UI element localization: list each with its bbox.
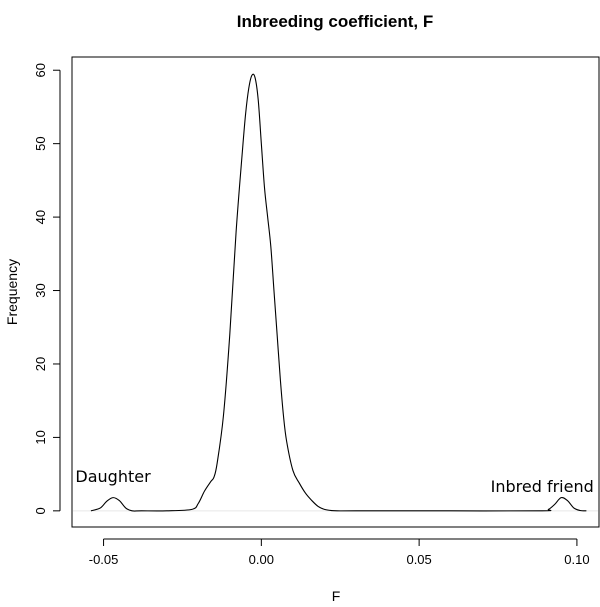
density-curve: [90, 73, 587, 512]
x-tick-label: 0.10: [564, 552, 589, 567]
y-tick-label: 40: [33, 210, 48, 224]
y-axis-label: Frequency: [4, 259, 20, 325]
y-axis: 0 10 20 30 40 50 60: [33, 63, 61, 514]
chart-title: Inbreeding coefficient, F: [237, 12, 433, 31]
y-tick-label: 50: [33, 136, 48, 150]
x-tick-label: 0.00: [249, 552, 274, 567]
annotation-inbred-friend: Inbred friend: [491, 477, 594, 496]
x-tick-label: -0.05: [89, 552, 119, 567]
y-tick-label: 0: [33, 507, 48, 514]
y-tick-label: 10: [33, 430, 48, 444]
y-tick-label: 60: [33, 63, 48, 77]
x-axis: -0.05 0.00 0.05 0.10: [89, 538, 590, 567]
x-tick-label: 0.05: [406, 552, 431, 567]
x-axis-label: F: [332, 588, 341, 604]
annotation-daughter: Daughter: [75, 467, 151, 486]
plot-frame: [71, 56, 600, 528]
y-tick-label: 30: [33, 283, 48, 297]
y-tick-label: 20: [33, 357, 48, 371]
plot-area: Daughter Inbred friend: [71, 56, 600, 528]
